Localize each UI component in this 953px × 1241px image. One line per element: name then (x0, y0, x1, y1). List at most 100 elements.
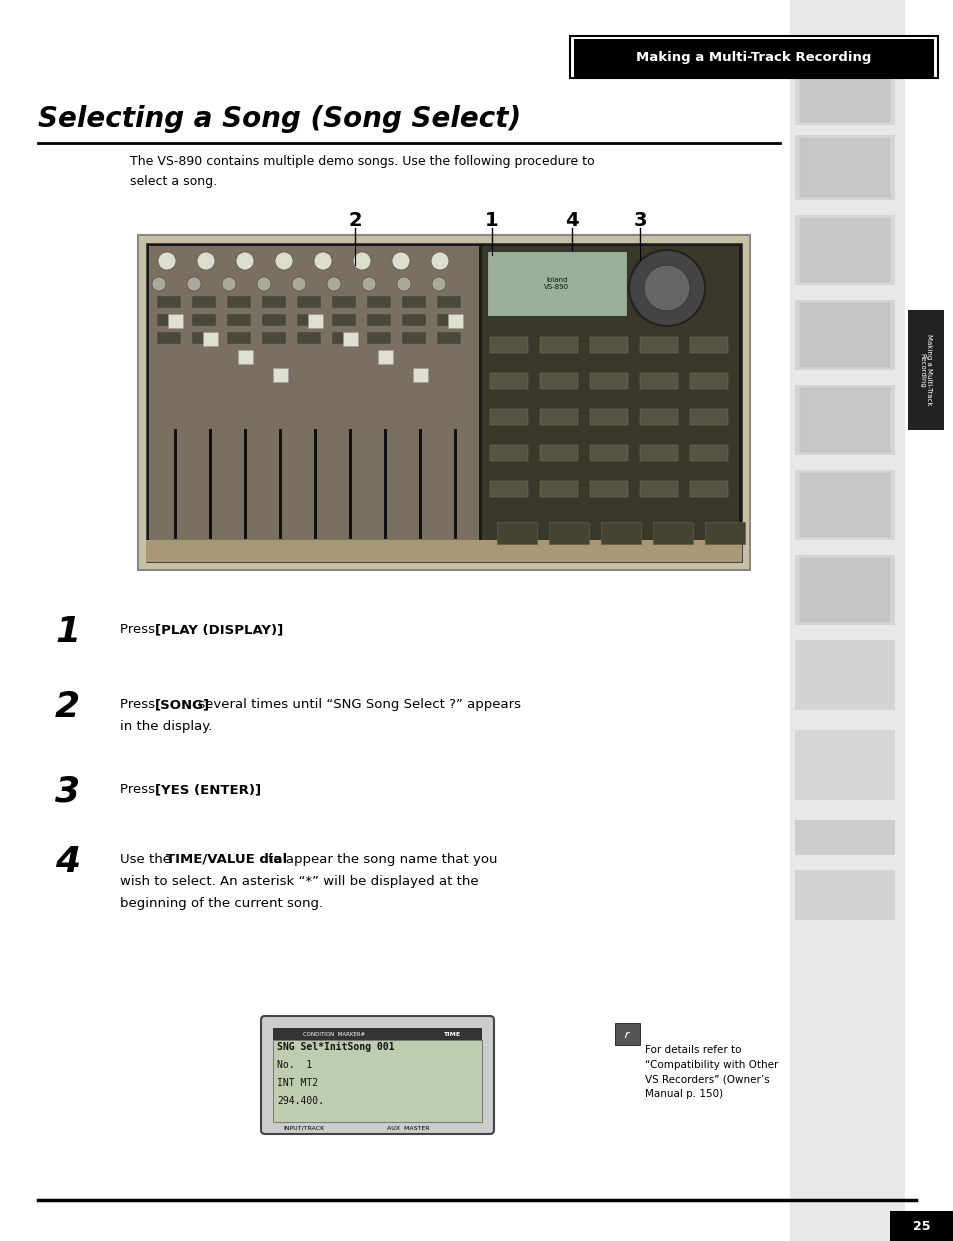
Bar (800, 138, 889, 197)
Bar (384, 429, 387, 539)
Circle shape (196, 252, 214, 271)
Bar (800, 388, 889, 452)
Bar (486, 251, 626, 316)
Bar (639, 482, 678, 496)
Circle shape (353, 252, 371, 271)
Text: 4: 4 (55, 845, 80, 879)
FancyBboxPatch shape (261, 1016, 494, 1134)
Bar (889, 1211, 953, 1241)
Bar (789, 0, 904, 1241)
Text: INPUT/TRACK: INPUT/TRACK (283, 1126, 324, 1131)
Bar (262, 314, 286, 326)
Text: 294.400.: 294.400. (276, 1096, 324, 1106)
Bar (278, 429, 282, 539)
Text: 2: 2 (348, 211, 361, 230)
Bar (490, 338, 527, 352)
Bar (689, 410, 727, 424)
Bar (794, 55, 894, 125)
Text: [PLAY (DISPLAY)]: [PLAY (DISPLAY)] (154, 623, 283, 635)
Bar (794, 470, 894, 540)
Text: CONDITION  MARKER#: CONDITION MARKER# (303, 1031, 365, 1036)
Circle shape (431, 252, 449, 271)
Bar (589, 338, 627, 352)
Text: 3: 3 (633, 211, 646, 230)
Bar (689, 482, 727, 496)
Bar (800, 558, 889, 622)
Bar (589, 446, 627, 460)
Bar (244, 429, 247, 539)
Bar (689, 338, 727, 352)
Text: Making a Multi-Track Recording: Making a Multi-Track Recording (636, 51, 871, 63)
Bar (589, 410, 627, 424)
Circle shape (392, 252, 410, 271)
Text: Use the: Use the (120, 853, 175, 866)
Bar (794, 820, 894, 855)
Bar (800, 303, 889, 367)
Text: No.  1: No. 1 (276, 1060, 312, 1070)
Bar (794, 385, 894, 455)
Circle shape (292, 277, 306, 290)
Bar (800, 218, 889, 282)
Bar (157, 297, 181, 308)
Text: in the display.: in the display. (120, 720, 213, 733)
Bar (539, 446, 578, 460)
Bar (262, 333, 286, 344)
Bar (600, 522, 640, 544)
Bar (138, 235, 749, 570)
Bar (490, 410, 527, 424)
Text: INT MT2: INT MT2 (276, 1078, 317, 1088)
Text: The VS-890 contains multiple demo songs. Use the following procedure to
select a: The VS-890 contains multiple demo songs.… (130, 155, 594, 187)
Text: SNG Sel*InitSong 001: SNG Sel*InitSong 001 (276, 1042, 395, 1052)
Bar (314, 429, 316, 539)
Bar (401, 333, 426, 344)
Bar (203, 333, 218, 346)
Bar (332, 333, 355, 344)
Bar (273, 1040, 481, 1122)
Bar (157, 314, 181, 326)
Bar (794, 730, 894, 800)
Bar (652, 522, 692, 544)
Text: 1: 1 (485, 211, 498, 230)
Bar (689, 374, 727, 388)
Text: AUX  MASTER: AUX MASTER (387, 1126, 430, 1131)
Bar (548, 522, 588, 544)
Bar (490, 446, 527, 460)
Bar (490, 374, 527, 388)
Circle shape (274, 252, 293, 271)
Circle shape (327, 277, 340, 290)
Text: Press: Press (120, 623, 159, 635)
Bar (574, 38, 933, 77)
Bar (349, 429, 352, 539)
Bar (794, 135, 894, 200)
Bar (401, 314, 426, 326)
Text: beginning of the current song.: beginning of the current song. (120, 897, 323, 910)
Bar (146, 243, 741, 562)
Text: $\mathcal{r}$: $\mathcal{r}$ (622, 1028, 630, 1041)
Text: For details refer to
“Compatibility with Other
VS Recorders” (Owner’s
Manual p. : For details refer to “Compatibility with… (644, 1045, 778, 1100)
Bar (227, 314, 251, 326)
Circle shape (628, 249, 704, 326)
Text: 4: 4 (564, 211, 578, 230)
Bar (539, 410, 578, 424)
Bar (539, 338, 578, 352)
Bar (639, 446, 678, 460)
Text: loland
VS-890: loland VS-890 (544, 277, 569, 290)
Bar (377, 350, 393, 364)
Text: 2: 2 (55, 690, 80, 724)
Text: Press: Press (120, 783, 159, 795)
Bar (173, 429, 177, 539)
Bar (794, 300, 894, 370)
Bar (227, 333, 251, 344)
Bar (689, 446, 727, 460)
Bar (296, 314, 320, 326)
Circle shape (361, 277, 375, 290)
Text: Making a Multi-Track
Recording: Making a Multi-Track Recording (919, 334, 931, 406)
Bar (436, 333, 460, 344)
Bar (639, 410, 678, 424)
Circle shape (235, 252, 253, 271)
Circle shape (432, 277, 446, 290)
Circle shape (158, 252, 175, 271)
Bar (794, 640, 894, 710)
Bar (569, 36, 937, 78)
Bar (367, 333, 391, 344)
